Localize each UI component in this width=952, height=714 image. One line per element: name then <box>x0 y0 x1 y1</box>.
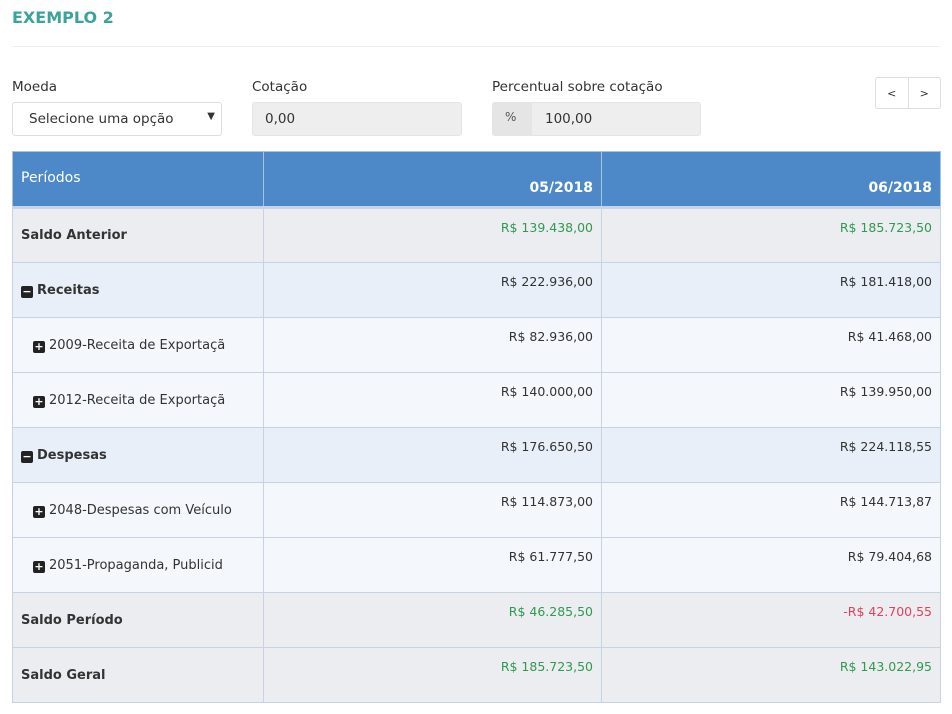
table-row: +2048-Despesas com Veículo R$ 114.873,00 R… <box>12 482 941 538</box>
plus-square-icon[interactable]: + <box>33 559 45 573</box>
table-row: +2009-Receita de Exportaçã R$ 82.936,00 R$… <box>12 317 941 373</box>
cotacao-input[interactable]: 0,00 <box>252 102 462 136</box>
value-cell: R$ 140.000,00 <box>263 372 602 428</box>
prev-button[interactable]: < <box>887 86 897 100</box>
caret-down-icon: ▼ <box>207 111 215 122</box>
value-cell: R$ 143.022,95 <box>601 647 941 703</box>
plus-square-icon[interactable]: + <box>33 394 45 408</box>
value-cell: R$ 46.285,50 <box>263 592 602 648</box>
row-label: Saldo Período <box>21 612 123 628</box>
period-nav: < > <box>875 77 941 109</box>
moeda-select[interactable]: Selecione uma opção ▼ <box>12 102 222 136</box>
row-label: 2048-Despesas com Veículo <box>49 502 232 518</box>
table-row: +2051-Propaganda, Publicid R$ 61.777,50 R$… <box>12 537 941 593</box>
row-label-cell: Saldo Anterior <box>12 207 264 263</box>
row-label-cell: − Receitas <box>12 262 264 318</box>
value-cell: R$ 114.873,00 <box>263 482 602 538</box>
value-cell: R$ 181.418,00 <box>601 262 941 318</box>
header-periodos: Períodos <box>12 151 264 209</box>
row-label: Receitas <box>37 282 100 298</box>
minus-square-icon[interactable]: − <box>21 284 33 298</box>
row-label-cell: − Despesas <box>12 427 264 483</box>
next-button[interactable]: > <box>907 78 941 108</box>
row-label: 2012-Receita de Exportaçã <box>49 392 226 408</box>
value-cell: R$ 185.723,50 <box>263 647 602 703</box>
cotacao-label: Cotação <box>252 79 308 95</box>
row-label-cell: Saldo Período <box>12 592 264 648</box>
table-row: − Despesas R$ 176.650,50 R$ 224.118,55 <box>12 427 941 483</box>
page-title: EXEMPLO 2 <box>12 8 114 27</box>
moeda-value: Selecione uma opção <box>29 111 174 127</box>
row-label: Saldo Anterior <box>21 228 127 243</box>
value-cell: R$ 176.650,50 <box>263 427 602 483</box>
value-cell: R$ 222.936,00 <box>263 262 602 318</box>
row-label-cell: Saldo Geral <box>12 647 264 703</box>
table-row: − Receitas R$ 222.936,00 R$ 181.418,00 <box>12 262 941 318</box>
value-cell: R$ 144.713,87 <box>601 482 941 538</box>
plus-square-icon[interactable]: + <box>33 339 45 353</box>
percentual-label: Percentual sobre cotação <box>492 79 663 95</box>
table-row: Saldo Período R$ 46.285,50 -R$ 42.700,55 <box>12 592 941 648</box>
value-cell: R$ 185.723,50 <box>601 207 941 263</box>
divider <box>12 46 940 47</box>
value-cell: R$ 139.438,00 <box>263 207 602 263</box>
cashflow-table: Períodos 05/2018 06/2018 Saldo Anterior R… <box>12 151 941 703</box>
row-label-cell: +2012-Receita de Exportaçã <box>12 372 264 428</box>
value-cell: -R$ 42.700,55 <box>601 592 941 648</box>
header-period-2: 06/2018 <box>601 151 941 209</box>
value-cell: R$ 82.936,00 <box>263 317 602 373</box>
row-label-cell: +2051-Propaganda, Publicid <box>12 537 264 593</box>
row-label: 2009-Receita de Exportaçã <box>49 337 226 353</box>
row-label: Saldo Geral <box>21 667 106 683</box>
table-row: Saldo Anterior R$ 139.438,00 R$ 185.723,50 <box>12 207 941 263</box>
row-label-cell: +2048-Despesas com Veículo <box>12 482 264 538</box>
table-row: +2012-Receita de Exportaçã R$ 140.000,00 R… <box>12 372 941 428</box>
header-period-1: 05/2018 <box>263 151 602 209</box>
minus-square-icon[interactable]: − <box>21 449 33 463</box>
value-cell: R$ 79.404,68 <box>601 537 941 593</box>
moeda-label: Moeda <box>12 79 58 95</box>
percent-addon: % <box>492 102 532 136</box>
value-cell: R$ 41.468,00 <box>601 317 941 373</box>
plus-square-icon[interactable]: + <box>33 504 45 518</box>
row-label: 2051-Propaganda, Publicid <box>49 557 223 573</box>
row-label-cell: +2009-Receita de Exportaçã <box>12 317 264 373</box>
table-row: Saldo Geral R$ 185.723,50 R$ 143.022,95 <box>12 647 941 703</box>
value-cell: R$ 139.950,00 <box>601 372 941 428</box>
value-cell: R$ 224.118,55 <box>601 427 941 483</box>
value-cell: R$ 61.777,50 <box>263 537 602 593</box>
row-label: Despesas <box>37 447 107 463</box>
